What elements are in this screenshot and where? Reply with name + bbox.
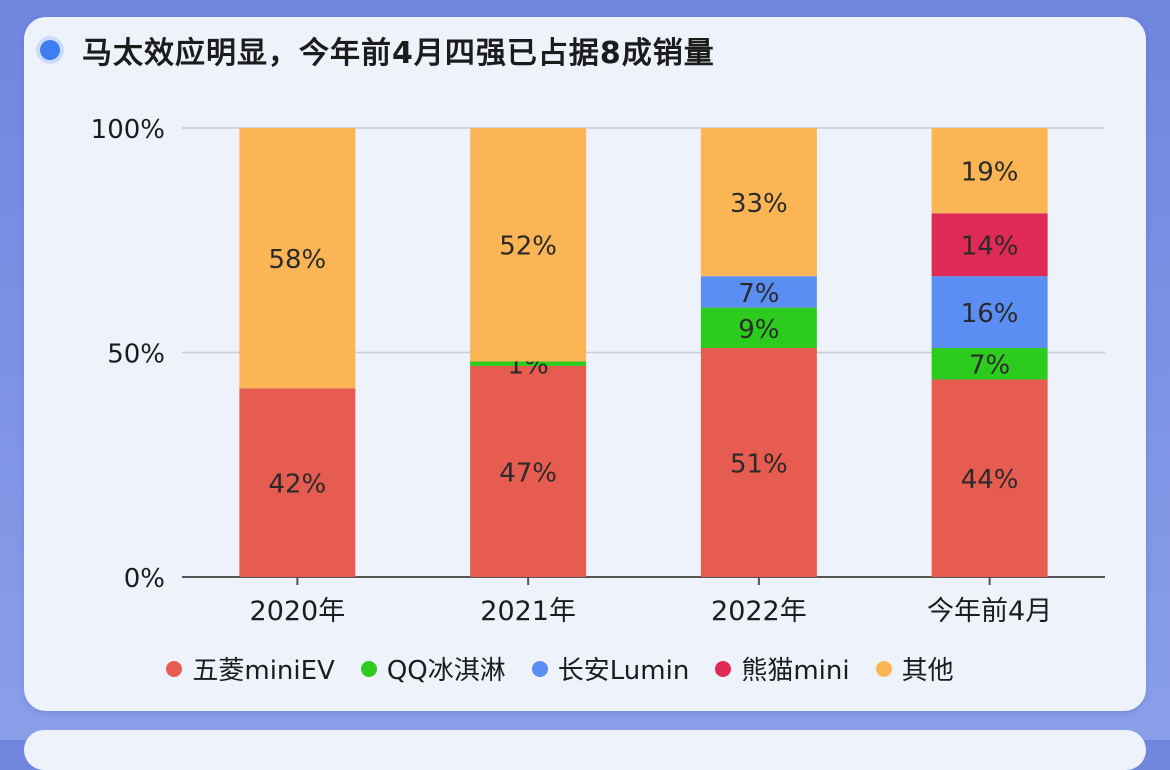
stacked-bar-chart: 0%50%100%42%58%2020年47%1%52%2021年51%9%7%…	[91, 115, 1105, 627]
legend-item-other: 其他	[875, 650, 954, 687]
legend-item-panda: 熊猫mini	[715, 650, 850, 687]
legend-swatch-qq	[360, 660, 377, 677]
legend-swatch-other	[875, 660, 892, 677]
data-label-3-0: 44%	[961, 465, 1019, 495]
bar-3-4	[931, 128, 1048, 214]
data-label-0-4: 58%	[268, 245, 326, 275]
data-label-2-2: 7%	[738, 279, 779, 309]
bar-1-0	[470, 365, 587, 577]
x-tick-label-3: 今年前4月	[927, 596, 1052, 627]
bar-2-0	[700, 348, 817, 577]
chart-title: 马太效应明显，今年前4月四强已占据8成销量	[82, 36, 715, 71]
chart-legend: 五菱miniEV QQ冰淇淋 长安Lumin 熊猫mini 其他	[40, 650, 1080, 687]
legend-swatch-wuling	[166, 660, 183, 677]
data-label-2-4: 33%	[730, 189, 788, 219]
y-tick-label-2: 100%	[91, 115, 165, 145]
title-dot-icon	[40, 40, 60, 60]
bar-2-1	[700, 307, 817, 349]
bar-2-4	[700, 128, 817, 277]
legend-swatch-panda	[715, 660, 732, 677]
bar-3-2	[931, 276, 1048, 349]
data-label-2-1: 9%	[738, 315, 779, 345]
chart-header: 马太效应明显，今年前4月四强已占据8成销量	[40, 28, 715, 72]
bar-2-2	[700, 276, 817, 308]
bar-3-3	[931, 213, 1048, 277]
data-label-3-4: 19%	[961, 158, 1019, 188]
legend-label-panda: 熊猫mini	[741, 656, 850, 686]
y-tick-label-1: 50%	[107, 340, 165, 370]
data-label-3-1: 7%	[969, 351, 1010, 381]
x-tick-label-2: 2022年	[711, 596, 807, 627]
data-label-2-0: 51%	[730, 450, 788, 480]
legend-label-other: 其他	[901, 656, 954, 686]
y-tick-label-0: 0%	[124, 564, 165, 594]
legend-label-lumin: 长安Lumin	[557, 656, 690, 686]
data-label-1-0: 47%	[499, 458, 557, 488]
x-tick-label-0: 2020年	[250, 596, 346, 627]
bar-1-4	[470, 128, 587, 362]
legend-item-lumin: 长安Lumin	[531, 650, 690, 687]
bar-0-0	[239, 388, 356, 577]
data-label-1-4: 52%	[499, 232, 557, 262]
x-tick-label-1: 2021年	[480, 596, 576, 627]
bar-3-1	[931, 348, 1048, 380]
data-label-3-3: 14%	[961, 232, 1019, 262]
legend-label-wuling: 五菱miniEV	[192, 656, 335, 686]
bar-1-1	[470, 361, 587, 366]
data-label-3-2: 16%	[961, 299, 1019, 329]
legend-swatch-lumin	[531, 660, 548, 677]
legend-label-qq: QQ冰淇淋	[386, 656, 506, 686]
data-label-0-0: 42%	[268, 470, 326, 500]
legend-item-wuling: 五菱miniEV	[166, 650, 335, 687]
bar-3-0	[931, 379, 1048, 577]
legend-item-qq: QQ冰淇淋	[360, 650, 506, 687]
bar-0-4	[239, 128, 356, 389]
